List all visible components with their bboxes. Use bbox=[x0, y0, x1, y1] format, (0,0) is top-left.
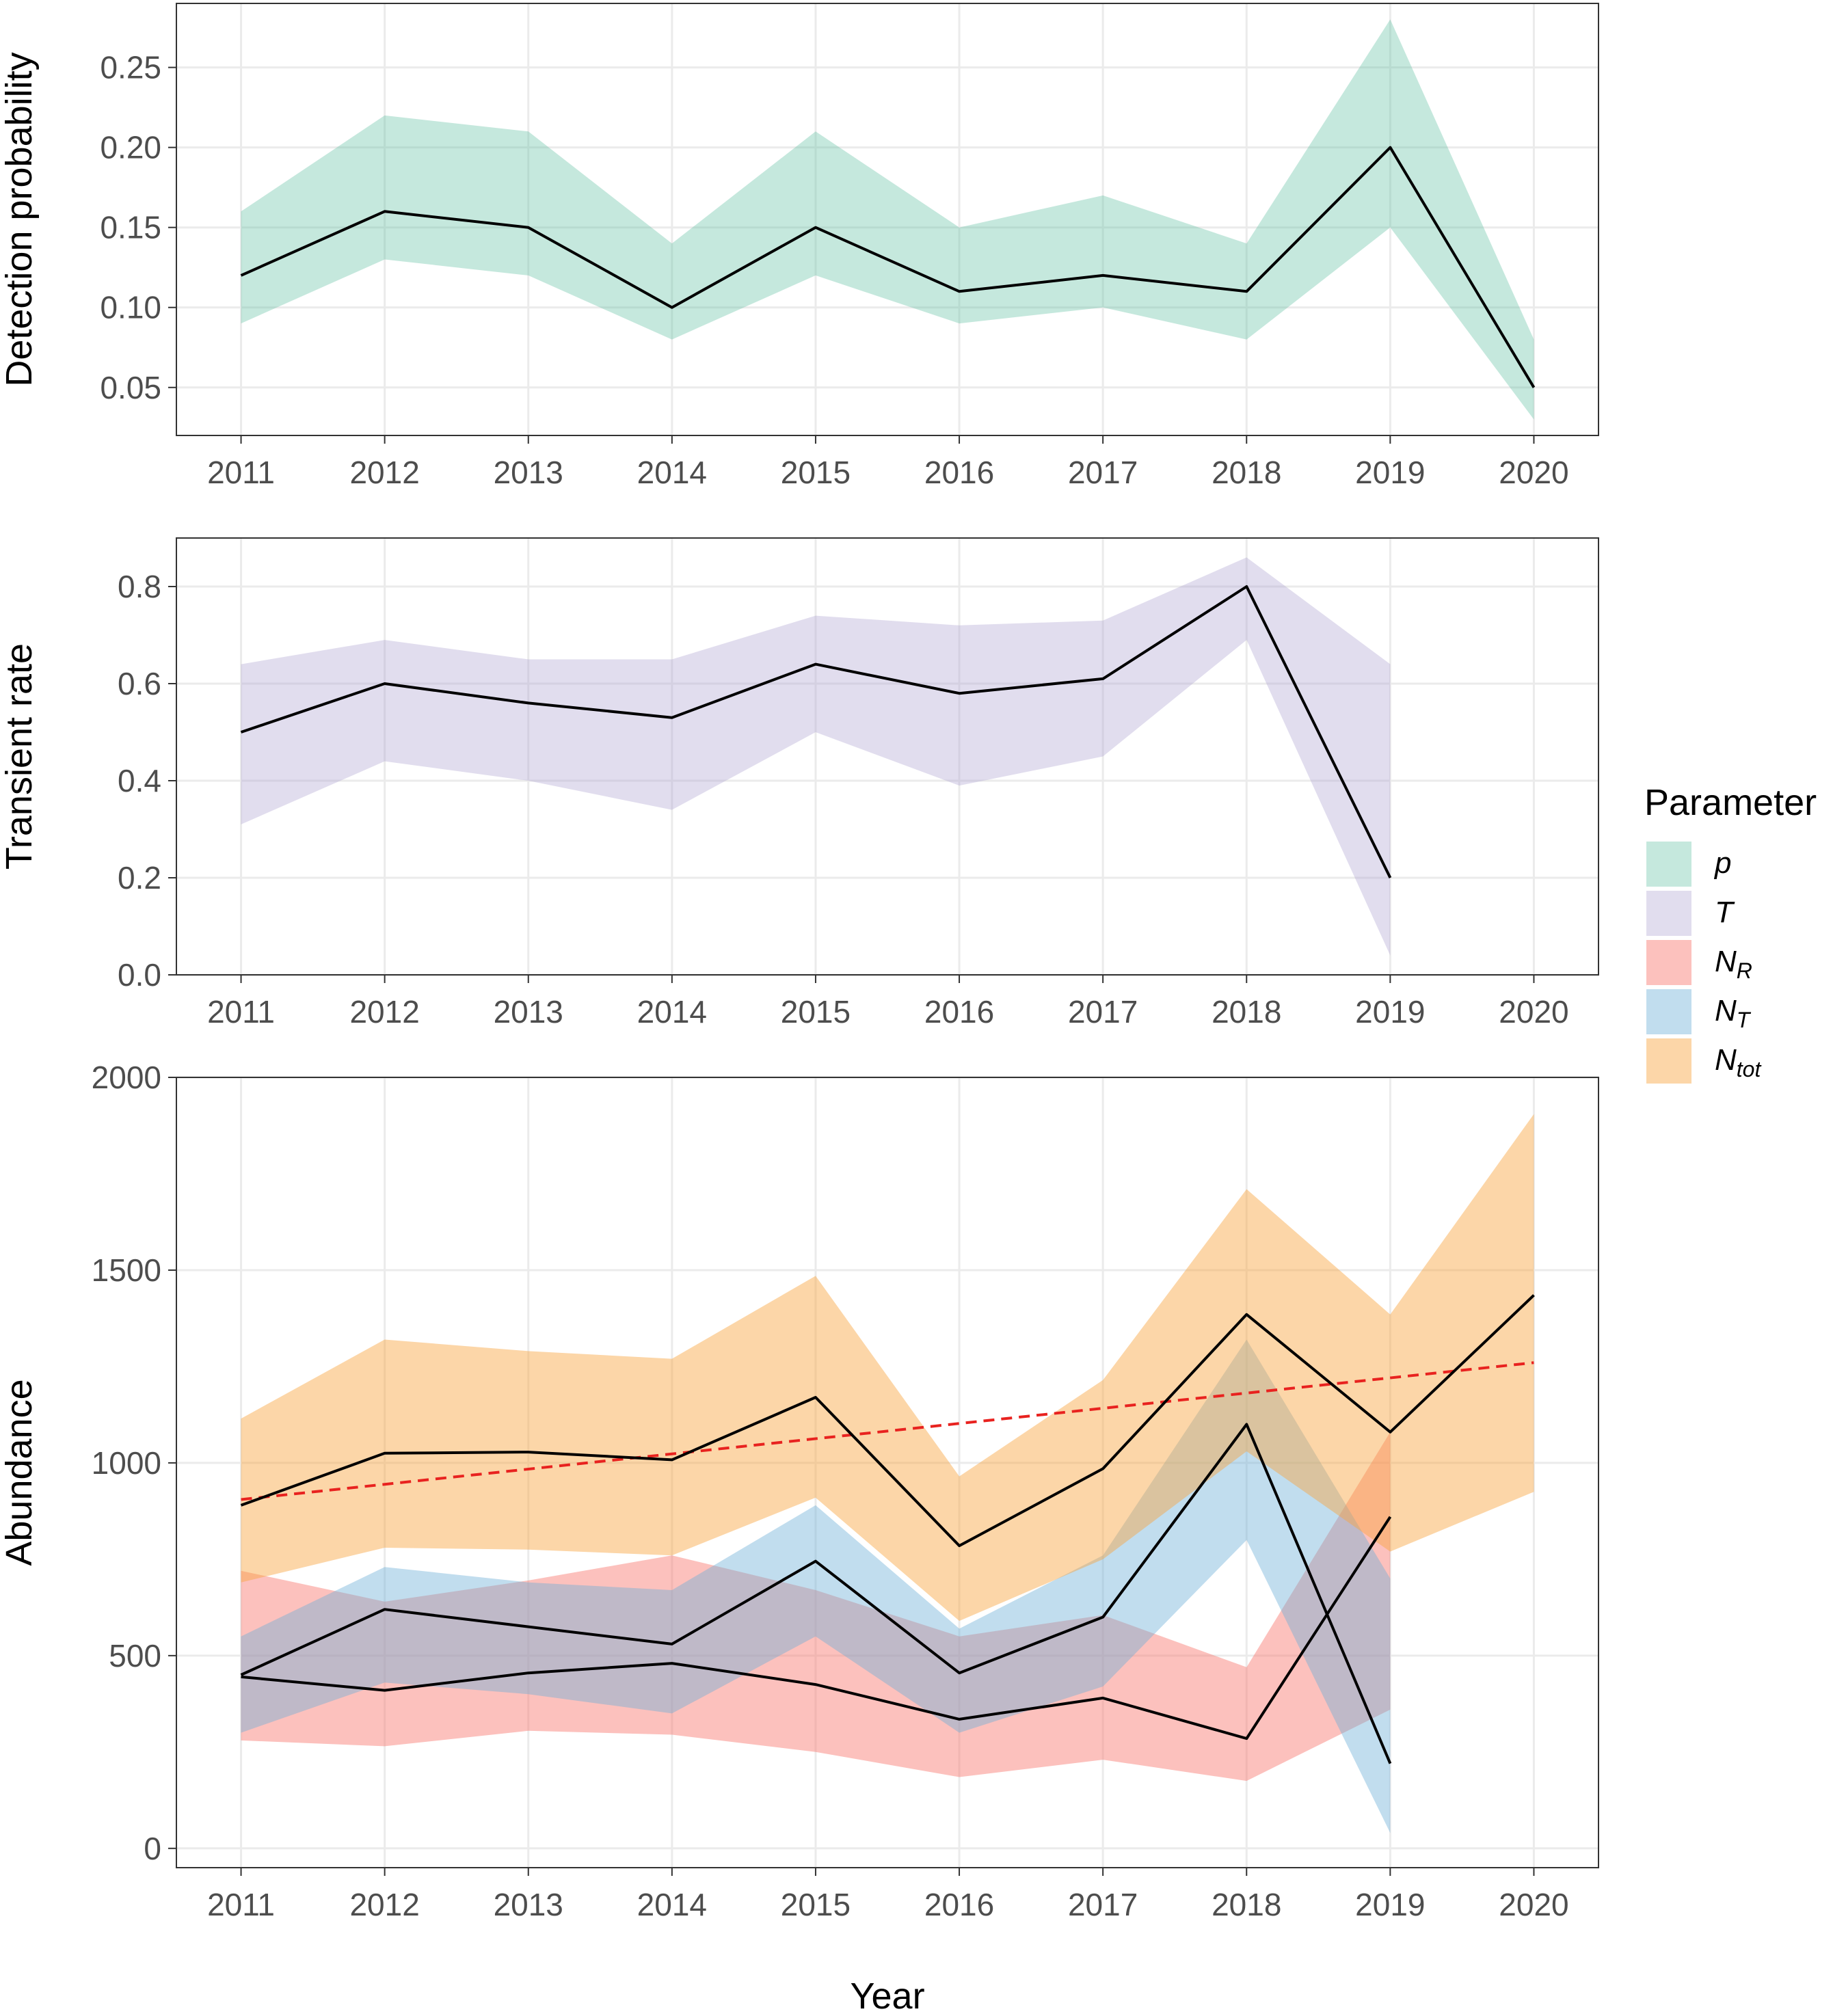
legend-key-NR bbox=[1646, 940, 1691, 985]
series-layer bbox=[240, 19, 1536, 420]
ribbon-NT bbox=[241, 1339, 1391, 1833]
y-axis-title: Abundance bbox=[0, 1379, 40, 1565]
ribbon-T bbox=[241, 557, 1391, 956]
y-tick-label: 0 bbox=[144, 1831, 161, 1866]
x-tick-label: 2013 bbox=[494, 455, 563, 490]
y-tick-label: 0.05 bbox=[100, 370, 161, 405]
x-tick-label: 2017 bbox=[1068, 455, 1138, 490]
x-tick-label: 2013 bbox=[494, 1887, 563, 1922]
series-layer bbox=[240, 1114, 1535, 1833]
y-axis-title: Transient rate bbox=[0, 643, 40, 870]
legend-label-NT: NT bbox=[1715, 994, 1752, 1032]
y-tick-label: 0.6 bbox=[118, 666, 161, 701]
legend: Parameter pT NR NT Ntot bbox=[1644, 782, 1817, 1084]
x-tick-label: 2011 bbox=[207, 455, 275, 490]
legend-key-Ntot bbox=[1646, 1038, 1691, 1084]
y-tick-label: 2000 bbox=[92, 1060, 161, 1095]
ribbon-NR bbox=[241, 1432, 1391, 1782]
x-tick-label: 2019 bbox=[1355, 1887, 1425, 1922]
x-tick-label: 2017 bbox=[1068, 1887, 1138, 1922]
y-tick-label: 0.2 bbox=[118, 860, 161, 896]
panel-border bbox=[176, 537, 1599, 976]
x-tick-label: 2016 bbox=[924, 994, 994, 1030]
x-tick-label: 2020 bbox=[1499, 455, 1568, 490]
y-tick-label: 0.0 bbox=[118, 957, 161, 993]
panel-border bbox=[176, 1077, 1599, 1868]
axis-ticks: 2011 2012 2013 2014 2015 2016 2017 2018 2019 2020… bbox=[118, 569, 1569, 1030]
x-tick-label: 2019 bbox=[1355, 455, 1425, 490]
gridlines bbox=[176, 3, 1598, 435]
y-tick-label: 0.8 bbox=[118, 569, 161, 604]
mean-line-Ntot bbox=[240, 1294, 1535, 1548]
x-tick-label: 2016 bbox=[924, 455, 994, 490]
y-tick-label: 0.10 bbox=[100, 290, 161, 325]
x-axis-title: Year bbox=[850, 1976, 924, 2016]
y-tick-label: 1000 bbox=[92, 1445, 161, 1481]
x-tick-label: 2020 bbox=[1499, 1887, 1568, 1922]
legend-key-p bbox=[1646, 842, 1691, 887]
x-tick-label: 2012 bbox=[349, 455, 419, 490]
ribbon-Ntot bbox=[241, 1114, 1534, 1622]
x-tick-label: 2016 bbox=[924, 1887, 994, 1922]
x-tick-label: 2014 bbox=[637, 1887, 707, 1922]
mean-line-p bbox=[240, 146, 1536, 388]
legend-label-NR: NR bbox=[1715, 945, 1752, 983]
x-tick-label: 2019 bbox=[1355, 994, 1425, 1030]
axis-ticks: 2011 2012 2013 2014 2015 2016 2017 2018 2019 2020… bbox=[92, 1060, 1569, 1922]
y-tick-label: 500 bbox=[109, 1638, 161, 1674]
x-tick-label: 2015 bbox=[781, 994, 851, 1030]
x-tick-label: 2012 bbox=[349, 994, 419, 1030]
legend-key-NT bbox=[1646, 989, 1691, 1034]
x-tick-label: 2018 bbox=[1212, 1887, 1281, 1922]
panel-background bbox=[176, 538, 1598, 975]
y-tick-label: 0.25 bbox=[100, 50, 161, 85]
axis-ticks: 2011 2012 2013 2014 2015 2016 2017 2018 2019 2020… bbox=[100, 50, 1568, 490]
x-tick-label: 2013 bbox=[494, 994, 563, 1030]
y-tick-label: 0.4 bbox=[118, 763, 161, 798]
x-tick-label: 2015 bbox=[781, 1887, 851, 1922]
ribbon-p bbox=[241, 19, 1534, 420]
x-tick-label: 2015 bbox=[781, 455, 851, 490]
x-tick-label: 2011 bbox=[207, 994, 275, 1030]
x-tick-label: 2018 bbox=[1212, 455, 1281, 490]
x-tick-label: 2014 bbox=[637, 994, 707, 1030]
x-tick-label: 2012 bbox=[349, 1887, 419, 1922]
legend-key-T bbox=[1646, 891, 1691, 936]
legend-title: Parameter bbox=[1644, 782, 1817, 823]
x-tick-label: 2017 bbox=[1068, 994, 1138, 1030]
y-tick-label: 1500 bbox=[92, 1252, 161, 1288]
legend-label-Ntot: Ntot bbox=[1715, 1043, 1761, 1081]
series-layer bbox=[240, 557, 1392, 956]
y-tick-label: 0.15 bbox=[100, 210, 161, 245]
y-axis-title: Detection probability bbox=[0, 52, 40, 386]
panel-detection-probability: 2011 2012 2013 2014 2015 2016 2017 2018 2019 2020… bbox=[0, 3, 1599, 490]
legend-label-T: T bbox=[1715, 896, 1735, 929]
panel-background bbox=[176, 3, 1598, 435]
x-tick-label: 2011 bbox=[207, 1887, 275, 1922]
trend-line bbox=[241, 1361, 1534, 1501]
panel-border bbox=[176, 3, 1599, 436]
legend-label-p: p bbox=[1713, 846, 1731, 880]
panel-abundance: 2011 2012 2013 2014 2015 2016 2017 2018 2019 2020… bbox=[0, 1060, 1599, 1922]
y-tick-label: 0.20 bbox=[100, 130, 161, 165]
x-tick-label: 2018 bbox=[1212, 994, 1281, 1030]
x-tick-label: 2020 bbox=[1499, 994, 1568, 1030]
x-tick-label: 2014 bbox=[637, 455, 707, 490]
gridlines bbox=[176, 1076, 1598, 1868]
panel-transient-rate: 2011 2012 2013 2014 2015 2016 2017 2018 2019 2020… bbox=[0, 537, 1599, 1030]
legend-items: pT NR NT Ntot bbox=[1646, 842, 1761, 1084]
